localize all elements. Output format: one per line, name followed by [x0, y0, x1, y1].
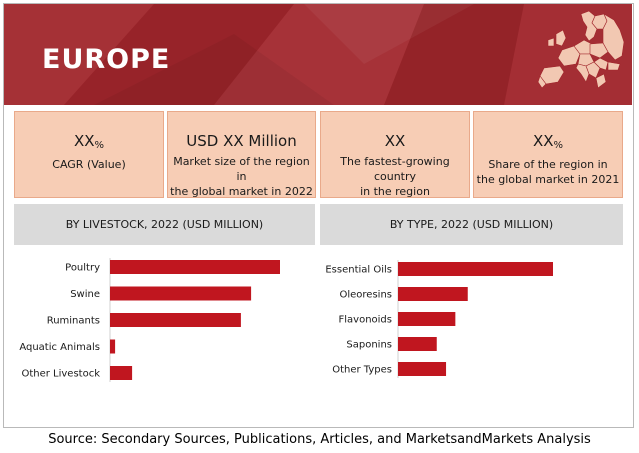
kpi-fastest-country-value: XX: [384, 132, 406, 150]
kpi-market-size-label: Market size of the region in the global m…: [170, 155, 313, 198]
kpi-cagr-value: XX%: [73, 132, 105, 151]
type-bar: [398, 287, 468, 301]
type-chart-title: BY TYPE, 2022 (USD MILLION): [320, 204, 623, 245]
livestock-category-label: Poultry: [65, 263, 100, 274]
type-bar: [398, 262, 553, 276]
kpi-region-share-label: Share of the region in the global market …: [476, 158, 620, 186]
source-note: Source: Secondary Sources, Publications,…: [48, 432, 591, 447]
type-bar: [398, 362, 447, 376]
kpi-cagr: XX% CAGR (Value): [14, 111, 164, 198]
region-banner: EUROPE: [4, 4, 632, 105]
type-category-label: Oleoresins: [340, 290, 393, 301]
kpi-region-share: XX% Share of the region in the global mar…: [473, 111, 623, 198]
type-bar-chart: Essential Oils Oleoresins Flavonoids Saponi…: [325, 260, 553, 378]
type-category-label: Other Types: [332, 365, 392, 376]
kpi-market-size-value: USD XX Million: [186, 132, 297, 150]
livestock-bar: [110, 286, 252, 301]
kpi-fastest-country-label: The fastest-growing country in the region: [340, 155, 450, 198]
livestock-category-label: Swine: [70, 289, 100, 300]
livestock-bar: [110, 339, 116, 354]
livestock-category-label: Aquatic Animals: [19, 342, 100, 353]
kpi-fastest-country: XX The fastest-growing country in the reg…: [320, 111, 470, 198]
kpi-cagr-label: CAGR (Value): [52, 158, 126, 171]
livestock-category-label: Ruminants: [47, 316, 100, 327]
livestock-bar: [110, 260, 280, 274]
region-title: EUROPE: [42, 44, 171, 75]
kpi-market-size: USD XX Million Market size of the region…: [167, 111, 316, 198]
livestock-chart-title: BY LIVESTOCK, 2022 (USD MILLION): [14, 204, 315, 245]
livestock-bar: [110, 366, 133, 380]
livestock-bar-chart: Poultry Swine Ruminants Aquatic Animals Othe…: [19, 258, 280, 382]
livestock-bar: [110, 313, 241, 327]
type-category-label: Flavonoids: [339, 315, 393, 326]
type-bar: [398, 312, 456, 326]
kpi-region-share-value: XX%: [532, 132, 564, 151]
livestock-category-label: Other Livestock: [21, 369, 100, 380]
type-category-label: Essential Oils: [325, 265, 392, 276]
type-category-label: Saponins: [346, 340, 392, 351]
type-bar: [398, 337, 437, 351]
europe-map-icon: [537, 10, 625, 89]
